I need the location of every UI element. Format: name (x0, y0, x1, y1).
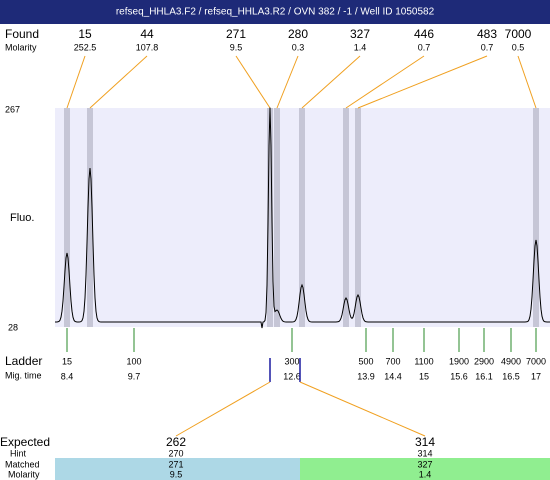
title: refseq_HHLA3.F2 / refseq_HHLA3.R2 / OVN … (116, 7, 435, 18)
marks: 15252.544107.82719.52800.33271.44460.748… (55, 27, 550, 479)
peak-band (274, 108, 280, 327)
peak-connector (517, 55, 537, 109)
peak-band (267, 108, 273, 327)
peak-connector (235, 55, 271, 109)
found-size: 15 (78, 27, 92, 41)
ladder-time: 13.9 (357, 371, 375, 381)
ladder-time: 16.5 (502, 371, 520, 381)
y-min: 28 (8, 322, 18, 332)
ladder-size: 100 (126, 356, 141, 366)
peak-connector (357, 55, 488, 109)
found-molarity: 0.3 (292, 42, 305, 52)
expected-label: Expected (0, 435, 50, 449)
ladder-time: 17 (531, 371, 541, 381)
matched-bg-1 (55, 458, 300, 480)
found-size: 44 (140, 27, 154, 41)
found-molarity: 252.5 (74, 42, 97, 52)
found-molarity: 107.8 (136, 42, 159, 52)
hint: 270 (168, 448, 183, 458)
molarity-label: Molarity (5, 42, 37, 52)
ladder-size: 300 (284, 356, 299, 366)
peak-band (355, 108, 361, 327)
ladder-size: 1100 (414, 356, 433, 366)
matched: 327 (417, 459, 432, 469)
found-size: 280 (288, 27, 308, 41)
peak-connector (345, 55, 425, 109)
ladder-time: 12.6 (283, 371, 301, 381)
found-size: 446 (414, 27, 434, 41)
ladder-time: 15 (419, 371, 429, 381)
found-size: 7000 (505, 27, 532, 41)
molarity: 9.5 (170, 469, 183, 479)
matched-bg-2 (300, 458, 550, 480)
peak-connector (89, 55, 148, 109)
hint: 314 (417, 448, 432, 458)
found-molarity: 0.5 (512, 42, 525, 52)
ladder-size: 15 (62, 356, 72, 366)
ladder-time: 15.6 (450, 371, 468, 381)
peak-connector (66, 55, 86, 109)
ladder-time: 9.7 (128, 371, 141, 381)
peak-bands (64, 108, 539, 327)
mig-time-label: Mig. time (5, 370, 42, 380)
y-label: Fluo. (10, 212, 34, 224)
expected-connector (175, 381, 271, 437)
trace (55, 107, 550, 329)
found-molarity: 0.7 (418, 42, 431, 52)
ladder-time: 8.4 (61, 371, 74, 381)
expected-connector (299, 381, 426, 437)
molarity: 1.4 (419, 469, 432, 479)
expected-size: 262 (166, 435, 186, 449)
found-label: Found (5, 27, 39, 41)
found-molarity: 1.4 (354, 42, 367, 52)
y-max: 267 (5, 104, 20, 114)
found-size: 483 (477, 27, 497, 41)
peak-connector (301, 55, 361, 109)
found-molarity: 0.7 (481, 42, 494, 52)
molarity-label-2: Molarity (8, 469, 40, 479)
peak-band (299, 108, 305, 327)
ladder-time: 14.4 (384, 371, 402, 381)
found-molarity: 9.5 (230, 42, 243, 52)
ladder-size: 500 (358, 356, 373, 366)
ladder-time: 16.1 (475, 371, 493, 381)
ladder-size: 700 (385, 356, 400, 366)
ladder-label: Ladder (5, 354, 42, 368)
matched-label: Matched (5, 459, 40, 469)
expected-size: 314 (415, 435, 435, 449)
ladder-size: 2900 (474, 356, 494, 366)
hint-label: Hint (10, 448, 27, 458)
found-size: 271 (226, 27, 246, 41)
matched: 271 (168, 459, 183, 469)
found-size: 327 (350, 27, 370, 41)
peak-connector (276, 55, 299, 109)
ladder-size: 7000 (526, 356, 546, 366)
peak-band (87, 108, 93, 327)
ladder-size: 1900 (449, 356, 469, 366)
peak-band (64, 108, 70, 327)
peak-band (533, 108, 539, 327)
peak-band (343, 108, 349, 327)
ladder-size: 4900 (501, 356, 521, 366)
title-bar (0, 0, 550, 24)
